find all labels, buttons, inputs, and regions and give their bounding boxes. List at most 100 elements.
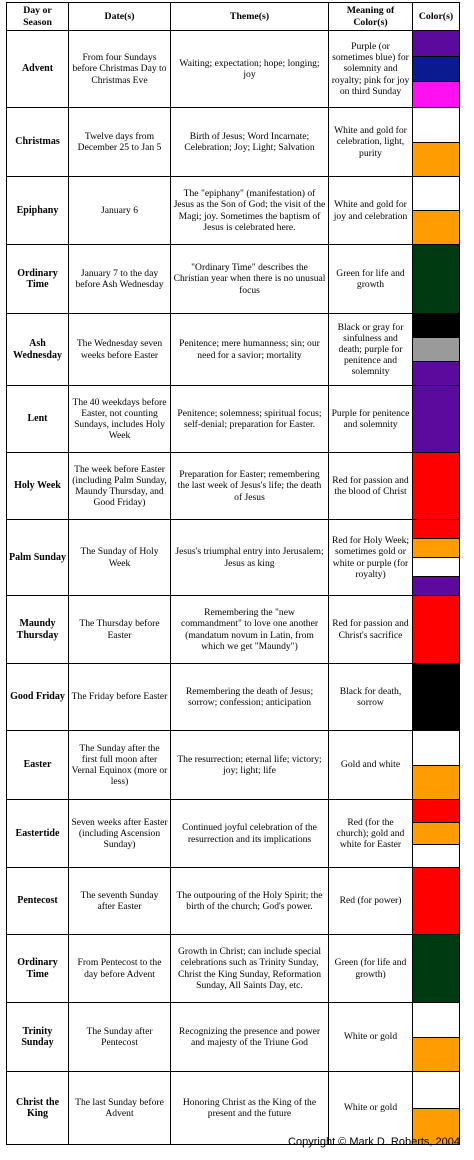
table-row: Holy Week The week before Easter (includi… [6,452,460,520]
color-swatch [413,539,459,558]
table-row: Ordinary Time From Pentecost to the day b… [6,934,460,1003]
table-row: Christ the King The last Sunday before Ad… [6,1071,460,1145]
themes-cell: Recognizing the presence and power and m… [170,1002,329,1072]
color-cell [412,867,460,935]
meaning-cell: Red for passion and Christ's sacrifice [328,595,413,664]
color-swatch [413,338,459,362]
meaning-cell: Red for passion and the blood of Christ [328,452,413,520]
color-cell [412,244,460,314]
day-cell: Christ the King [6,1071,69,1145]
color-swatch [413,82,459,108]
dates-cell: Twelve days from December 25 to Jan 5 [68,107,171,177]
color-swatch [413,800,459,823]
swatch-stack [413,664,459,730]
table-row: Pentecost The seventh Sunday after Easter… [6,867,460,935]
swatch-stack [413,596,459,663]
themes-cell: Jesus's triumphal entry into Jerusalem; … [170,519,329,596]
meaning-cell: Red (for the church); gold and white for… [328,799,413,868]
calendar-table: Day or Season Date(s) Theme(s) Meaning of C… [6,2,460,1145]
color-cell [412,519,460,596]
swatch-stack [413,1072,459,1144]
color-swatch [413,1108,459,1144]
meaning-cell: Black or gray for sinfulness and death; … [328,313,413,386]
meaning-cell: Green (for life and growth) [328,934,413,1003]
swatch-stack [413,935,459,1002]
color-swatch [413,558,459,577]
dates-cell: January 6 [68,176,171,245]
themes-cell: Growth in Christ; can include special ce… [170,934,329,1003]
color-swatch [413,822,459,846]
dates-cell: From four Sundays before Christmas Day t… [68,30,171,108]
day-cell: Advent [6,30,69,108]
color-swatch [413,731,459,766]
day-cell: Eastertide [6,799,69,868]
themes-cell: Preparation for Easter; remembering the … [170,452,329,520]
table-row: Eastertide Seven weeks after Easter (incl… [6,799,460,868]
color-cell [412,1002,460,1072]
dates-cell: From Pentecost to the day before Advent [68,934,171,1003]
day-cell: Epiphany [6,176,69,245]
header-cell: Day or Season [6,2,69,31]
color-swatch [413,765,459,799]
themes-cell: Remembering the "new commandment" to lov… [170,595,329,664]
table-row: Maundy Thursday The Thursday before Easte… [6,595,460,664]
day-cell: Lent [6,385,69,453]
color-cell [412,595,460,664]
dates-cell: The Wednesday seven weeks before Easter [68,313,171,386]
meaning-cell: Purple for penitence and solemnity [328,385,413,453]
themes-cell: The outpouring of the Holy Spirit; the b… [170,867,329,935]
table-row: Christmas Twelve days from December 25 to… [6,107,460,177]
meaning-cell: Gold and white [328,730,413,800]
header-row: Day or Season Date(s) Theme(s) Meaning of C… [6,2,460,31]
swatch-stack [413,108,459,176]
color-swatch [413,211,459,244]
dates-cell: The Friday before Easter [68,663,171,731]
swatch-stack [413,31,459,108]
color-cell [412,30,460,108]
swatch-stack [413,800,459,868]
color-cell [412,663,460,731]
color-swatch [413,31,459,57]
table-row: Trinity Sunday The Sunday after Pentecost… [6,1002,460,1072]
day-cell: Easter [6,730,69,800]
color-cell [412,799,460,868]
day-cell: Trinity Sunday [6,1002,69,1072]
color-swatch [413,1072,459,1109]
day-cell: Maundy Thursday [6,595,69,664]
color-swatch [413,314,459,338]
themes-cell: Penitence; mere humanness; sin; our need… [170,313,329,386]
meaning-cell: Green for life and growth [328,244,413,314]
header-cell: Color(s) [412,2,460,31]
meaning-cell: Red (for power) [328,867,413,935]
dates-cell: The Sunday after Pentecost [68,1002,171,1072]
color-swatch [413,453,459,519]
color-swatch [413,362,459,385]
color-cell [412,1071,460,1145]
table-row: Ordinary Time January 7 to the day before… [6,244,460,314]
color-swatch [413,935,459,1002]
table-row: Ash Wednesday The Wednesday seven weeks b… [6,313,460,386]
color-swatch [413,142,459,176]
day-cell: Ordinary Time [6,244,69,314]
themes-cell: Remembering the death of Jesus; sorrow; … [170,663,329,731]
dates-cell: The Sunday of Holy Week [68,519,171,596]
swatch-stack [413,1003,459,1071]
swatch-stack [413,731,459,799]
color-swatch [413,56,459,83]
table-row: Epiphany January 6 The "epiphany" (manifes… [6,176,460,245]
swatch-stack [413,314,459,385]
day-cell: Palm Sunday [6,519,69,596]
themes-cell: The resurrection; eternal life; victory;… [170,730,329,800]
meaning-cell: White or gold [328,1071,413,1145]
dates-cell: The 40 weekdays before Easter, not count… [68,385,171,453]
header-cell: Meaning of Color(s) [328,2,413,31]
color-swatch [413,245,459,313]
meaning-cell: Black for death, sorrow [328,663,413,731]
table-row: Easter The Sunday after the first full mo… [6,730,460,800]
dates-cell: The Sunday after the first full moon aft… [68,730,171,800]
themes-cell: Waiting; expectation; hope; longing; joy [170,30,329,108]
swatch-stack [413,520,459,595]
day-cell: Ordinary Time [6,934,69,1003]
day-cell: Christmas [6,107,69,177]
themes-cell: Penitence; solemness; spiritual focus; s… [170,385,329,453]
